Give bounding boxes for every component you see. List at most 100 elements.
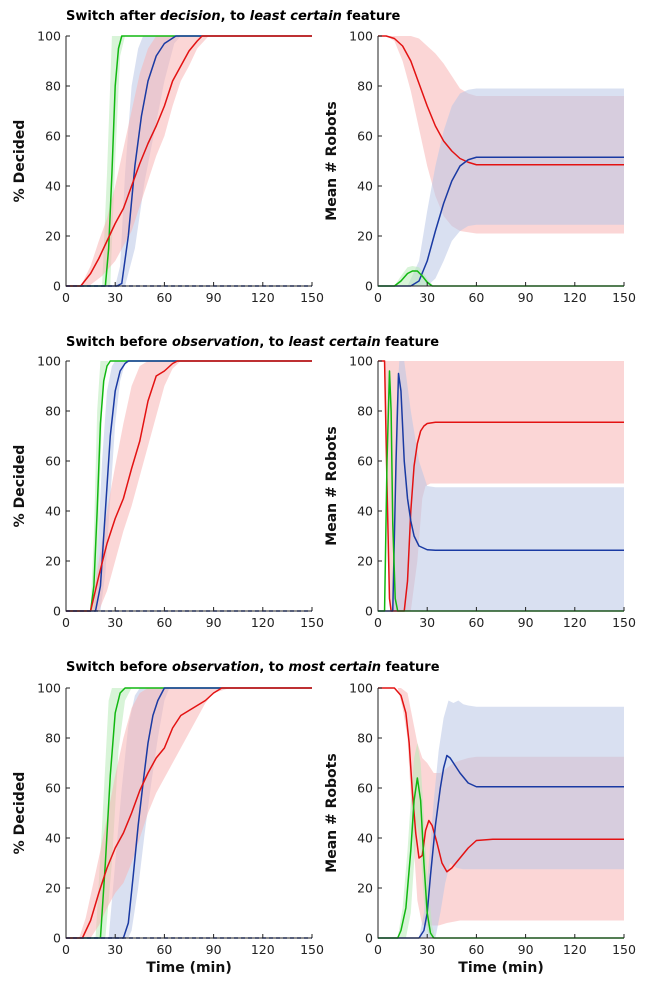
x-tick-label: 60 [468, 290, 484, 305]
y-tick-label: 60 [357, 454, 373, 469]
green-band-3 [378, 266, 624, 286]
x-tick-label: 30 [419, 290, 435, 305]
y-tick-label: 20 [357, 881, 373, 896]
y-tick-label: 80 [45, 79, 61, 94]
x-tick-label: 150 [300, 290, 324, 305]
x-axis-label: Time (min) [146, 960, 231, 976]
y-tick-label: 100 [349, 354, 373, 369]
x-tick-label: 120 [563, 615, 587, 630]
red-line-3 [66, 687, 312, 939]
y-tick-label: 0 [53, 604, 61, 619]
row-title-segment: observation [172, 660, 259, 675]
y-tick-label: 80 [357, 404, 373, 419]
x-tick-label: 60 [156, 615, 172, 630]
x-tick-label: 60 [156, 942, 172, 957]
x-axis-label: Time (min) [458, 960, 543, 976]
x-tick-label: 30 [419, 615, 435, 630]
x-tick-label: 150 [612, 290, 636, 305]
green-line-1 [66, 360, 312, 612]
y-tick-label: 40 [45, 179, 61, 194]
y-tick-label: 20 [357, 554, 373, 569]
y-tick-label: 60 [357, 781, 373, 796]
y-tick-label: 60 [357, 129, 373, 144]
x-tick-label: 90 [518, 942, 534, 957]
y-tick-label: 0 [365, 279, 373, 294]
y-tick-label: 0 [53, 931, 61, 946]
chart-panel-6: 0 20 40 60 80 100 0 30 60 90 120 150 Mean # Robots Ti… [324, 681, 636, 977]
chart-panel-2: 0 20 40 60 80 100 0 30 60 90 120 150 Mean # Robots [324, 29, 636, 306]
y-tick-label: 80 [45, 404, 61, 419]
x-tick-label: 0 [374, 942, 382, 957]
y-axis-label: % Decided [12, 445, 28, 528]
y-axis-label: Mean # Robots [324, 753, 340, 872]
y-axis-label: Mean # Robots [324, 426, 340, 545]
x-tick-label: 90 [206, 942, 222, 957]
y-tick-label: 40 [357, 179, 373, 194]
blue-line-2 [378, 372, 624, 612]
y-tick-label: 100 [37, 29, 61, 44]
y-tick-label: 60 [45, 129, 61, 144]
chart-panel-1: 0 20 40 60 80 100 0 30 60 90 120 150 % Decided [12, 29, 324, 306]
row-title-segment: Switch after [66, 9, 160, 24]
row-title-segment: least certain [288, 335, 380, 350]
x-tick-label: 120 [251, 290, 275, 305]
blue-band-2 [378, 88, 624, 286]
y-tick-label: 0 [365, 604, 373, 619]
row-title-segment: Switch before [66, 335, 172, 350]
red-band-3 [66, 361, 312, 611]
x-tick-label: 60 [468, 615, 484, 630]
row-title-segment: , to [259, 660, 288, 675]
y-tick-label: 40 [357, 831, 373, 846]
x-tick-label: 150 [300, 615, 324, 630]
blue-line-2 [66, 35, 312, 287]
row-titles: Switch after decision, to least certain … [66, 9, 440, 675]
red-line-3 [66, 360, 312, 612]
y-axis-label: % Decided [12, 772, 28, 855]
x-tick-label: 30 [107, 290, 123, 305]
row-title-segment: feature [342, 9, 401, 24]
x-tick-label: 0 [374, 290, 382, 305]
y-tick-label: 80 [357, 79, 373, 94]
y-tick-label: 40 [45, 504, 61, 519]
y-tick-label: 20 [45, 554, 61, 569]
y-tick-label: 20 [45, 881, 61, 896]
row-title-segment: most certain [288, 660, 381, 675]
x-tick-label: 90 [206, 615, 222, 630]
green-line-3 [378, 370, 624, 612]
row-title-segment: , to [259, 335, 288, 350]
x-tick-label: 90 [518, 290, 534, 305]
green-band-3 [378, 743, 624, 938]
y-tick-label: 100 [37, 354, 61, 369]
panels: 0 20 40 60 80 100 0 30 60 90 120 150 % Decided 0 20 40 6… [12, 29, 636, 977]
y-tick-label: 60 [45, 781, 61, 796]
row-title-segment: least certain [250, 9, 342, 24]
blue-band-2 [378, 700, 624, 938]
blue-line-2 [378, 754, 624, 939]
y-tick-label: 20 [45, 229, 61, 244]
x-tick-label: 120 [251, 942, 275, 957]
red-line-1 [378, 360, 624, 612]
x-tick-label: 60 [468, 942, 484, 957]
y-tick-label: 100 [349, 29, 373, 44]
row-title-2: Switch before observation, to least cert… [66, 335, 439, 350]
red-line-1 [378, 687, 624, 873]
x-tick-label: 150 [612, 615, 636, 630]
x-tick-label: 60 [156, 290, 172, 305]
x-tick-label: 120 [563, 942, 587, 957]
y-tick-label: 100 [349, 681, 373, 696]
blue-line-2 [378, 156, 624, 287]
y-axis-label: % Decided [12, 120, 28, 203]
red-band-1 [378, 361, 624, 611]
row-title-segment: feature [381, 335, 440, 350]
green-line-1 [66, 35, 312, 287]
y-axis-label: Mean # Robots [324, 101, 340, 220]
y-tick-label: 40 [45, 831, 61, 846]
row-title-1: Switch after decision, to least certain … [66, 9, 401, 24]
x-tick-label: 0 [62, 942, 70, 957]
green-line-3 [378, 777, 624, 939]
y-tick-label: 0 [53, 279, 61, 294]
x-tick-label: 0 [62, 290, 70, 305]
red-line-3 [66, 35, 312, 287]
blue-line-2 [66, 360, 312, 612]
x-tick-label: 30 [419, 942, 435, 957]
